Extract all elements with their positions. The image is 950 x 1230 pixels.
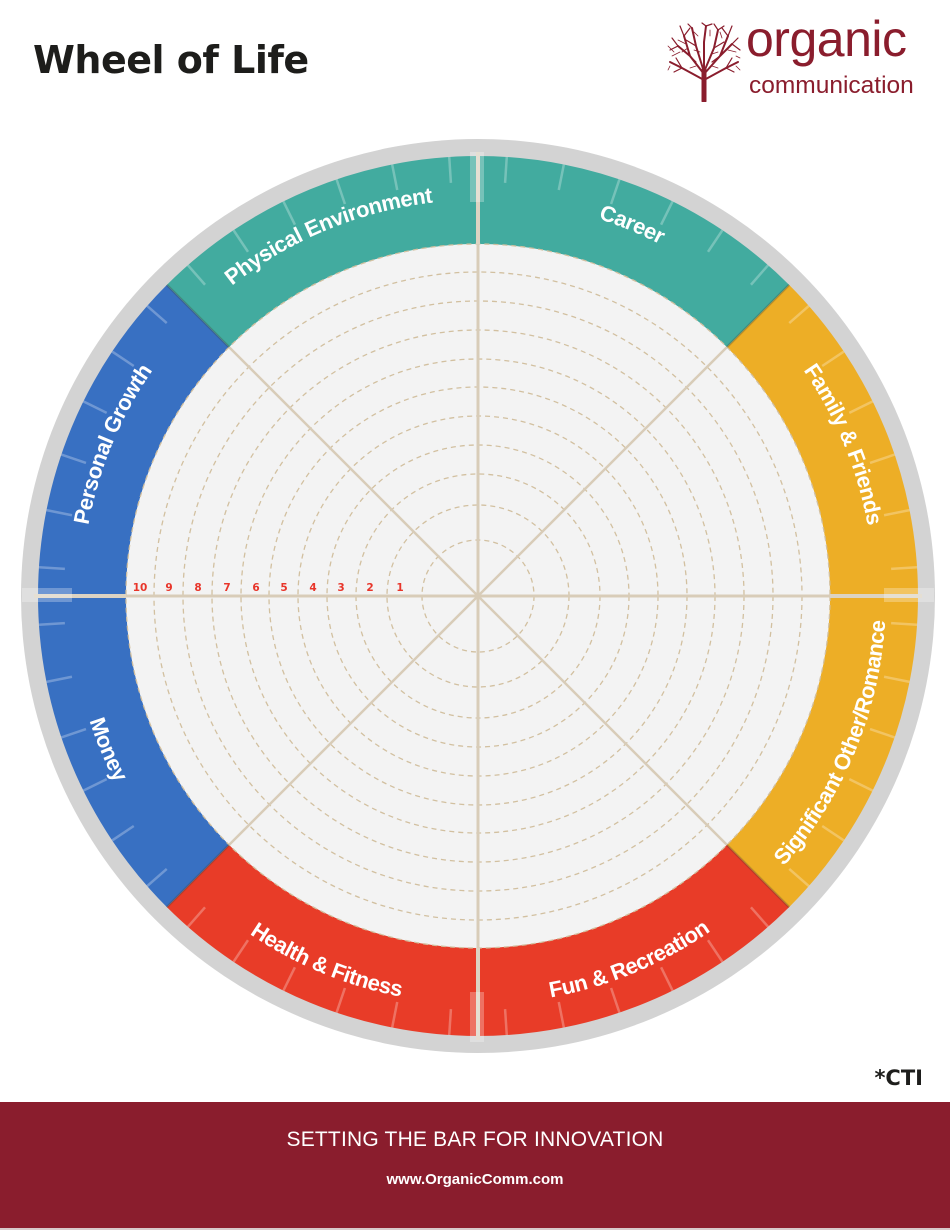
page-title: Wheel of Life [33, 38, 309, 82]
footer-divider [0, 1228, 950, 1230]
organic-communication-logo: organic communication [666, 14, 936, 102]
scale-label: 4 [309, 582, 316, 594]
segment-3 [478, 844, 790, 1036]
logo-subtitle: communication [749, 72, 914, 99]
scale-label: 5 [280, 582, 287, 594]
segment-7 [166, 156, 478, 348]
scale-labels: 10 9 8 7 6 5 4 3 2 1 [133, 582, 404, 594]
footer-url[interactable]: www.OrganicComm.com [386, 1171, 564, 1188]
category-segments [38, 156, 918, 1036]
segment-6 [38, 284, 230, 596]
segment-1 [726, 284, 918, 596]
footer-tagline: SETTING THE BAR FOR INNOVATION [286, 1128, 664, 1151]
scale-label: 1 [396, 582, 403, 594]
scale-label: 3 [337, 582, 344, 594]
scale-label: 6 [252, 582, 259, 594]
logo-wordmark: organic [746, 11, 907, 67]
segment-2 [726, 596, 918, 908]
spokes [34, 152, 922, 1040]
ring-ticks [38, 156, 918, 1036]
scale-label: 10 [133, 582, 148, 594]
scale-label: 7 [223, 582, 230, 594]
quadrant-marks [22, 152, 934, 1042]
segment-0 [478, 156, 790, 348]
cti-footnote: *CTI [874, 1066, 923, 1090]
footer-banner: SETTING THE BAR FOR INNOVATION www.Organ… [0, 1102, 950, 1228]
scale-label: 9 [165, 582, 172, 594]
scale-label: 8 [194, 582, 201, 594]
tree-icon [667, 22, 741, 102]
segment-4 [166, 844, 478, 1036]
scale-label: 2 [366, 582, 373, 594]
segment-5 [38, 596, 230, 908]
